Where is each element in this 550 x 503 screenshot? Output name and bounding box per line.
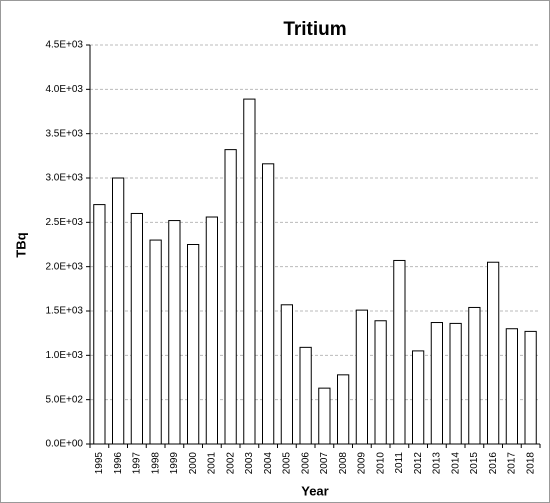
x-tick-label: 2002: [225, 452, 236, 475]
bar: [243, 98, 256, 445]
x-tick-label: 1997: [132, 452, 143, 475]
bar: [505, 328, 518, 445]
x-tick-label: 2004: [263, 452, 274, 475]
y-tick-label: 1.0E+03: [45, 350, 83, 361]
bar: [187, 244, 200, 445]
bar: [149, 239, 162, 445]
x-tick-label: 2015: [469, 452, 480, 475]
bar: [112, 177, 125, 445]
x-tick-label: 2017: [507, 452, 518, 475]
y-axis-label: TBq: [13, 232, 28, 257]
bar: [355, 309, 368, 445]
y-tick-label: 3.0E+03: [45, 173, 83, 184]
x-axis-label: Year: [301, 483, 328, 498]
x-tick-label: 2011: [394, 452, 405, 474]
x-tick-label: 1996: [113, 452, 124, 475]
x-tick-label: 2007: [319, 452, 330, 475]
bar: [168, 220, 181, 445]
bar: [130, 212, 143, 445]
y-tick-label: 2.0E+03: [45, 261, 83, 272]
x-tick-label: 2006: [300, 452, 311, 475]
bar: [487, 261, 500, 445]
x-tick-label: 2005: [282, 452, 293, 475]
bar: [524, 330, 537, 445]
bar: [224, 149, 237, 445]
x-tick-label: 2014: [450, 452, 461, 475]
chart-title: Tritium: [283, 19, 346, 40]
bar: [412, 350, 425, 445]
y-tick-label: 1.5E+03: [45, 306, 83, 317]
x-tick-label: 1999: [169, 452, 180, 475]
x-tick-label: 2018: [525, 452, 536, 475]
x-tick-label: 2013: [432, 452, 443, 475]
bar: [280, 304, 293, 445]
bar: [205, 216, 218, 445]
x-tick-label: 2010: [375, 452, 386, 475]
bar: [374, 320, 387, 445]
bar: [393, 259, 406, 445]
x-tick-label: 2008: [338, 452, 349, 475]
x-tick-label: 2000: [188, 452, 199, 475]
y-tick-label: 3.5E+03: [45, 128, 83, 139]
y-tick-label: 5.0E+02: [45, 394, 83, 405]
bar: [262, 163, 275, 445]
bar: [337, 374, 350, 445]
bar: [468, 306, 481, 445]
x-tick-label: 2001: [207, 452, 218, 475]
x-tick-label: 2012: [413, 452, 424, 475]
y-tick-label: 2.5E+03: [45, 217, 83, 228]
bar: [93, 204, 106, 445]
x-tick-label: 1998: [150, 452, 161, 475]
y-tick-label: 0.0E+00: [45, 439, 83, 450]
y-tick-label: 4.5E+03: [45, 40, 83, 51]
x-tick-label: 2009: [357, 452, 368, 475]
x-tick-label: 1995: [94, 452, 105, 475]
x-tick-label: 2003: [244, 452, 255, 475]
y-tick-label: 4.0E+03: [45, 84, 83, 95]
bar: [299, 346, 312, 445]
bar: [318, 387, 331, 445]
bar: [430, 322, 443, 445]
x-tick-label: 2016: [488, 452, 499, 475]
bar: [449, 322, 462, 445]
